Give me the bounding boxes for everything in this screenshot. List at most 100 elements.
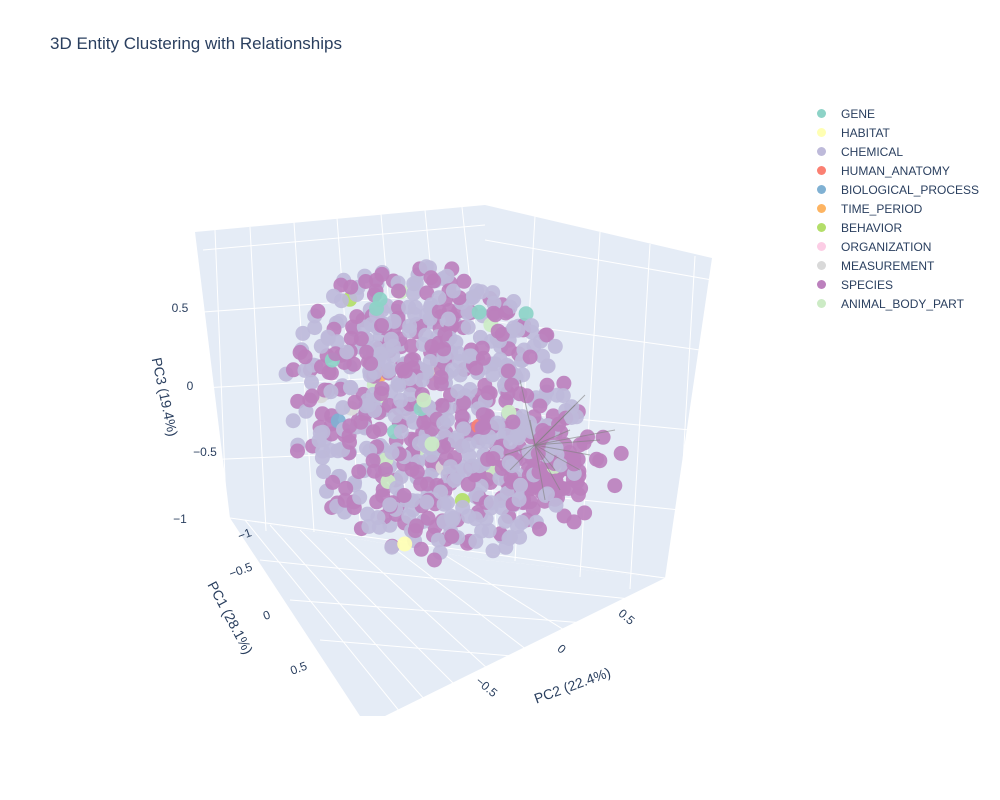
data-point-chemical[interactable] bbox=[361, 397, 377, 413]
data-point-species[interactable] bbox=[498, 393, 514, 409]
data-point-chemical[interactable] bbox=[499, 485, 515, 501]
data-point-chemical[interactable] bbox=[441, 311, 456, 327]
data-point-chemical[interactable] bbox=[335, 400, 351, 416]
data-point-chemical[interactable] bbox=[418, 327, 434, 343]
data-point-chemical[interactable] bbox=[443, 459, 458, 475]
data-point-species[interactable] bbox=[532, 521, 547, 537]
data-point-chemical[interactable] bbox=[457, 462, 473, 478]
legend-item[interactable]: ANIMAL_BODY_PART bbox=[812, 294, 979, 313]
data-point-species[interactable] bbox=[480, 385, 496, 401]
data-point-chemical[interactable] bbox=[362, 367, 378, 383]
legend-item[interactable]: HUMAN_ANATOMY bbox=[812, 161, 979, 180]
data-point-species[interactable] bbox=[539, 327, 555, 343]
data-point-chemical[interactable] bbox=[445, 283, 461, 299]
data-point-animal-body-part[interactable] bbox=[424, 436, 440, 452]
data-point-chemical[interactable] bbox=[343, 380, 359, 396]
data-point-gene[interactable] bbox=[518, 306, 534, 322]
data-point-species[interactable] bbox=[420, 510, 436, 526]
data-point-species[interactable] bbox=[374, 318, 389, 334]
data-point-species[interactable] bbox=[522, 349, 538, 365]
data-point-chemical[interactable] bbox=[468, 511, 484, 527]
data-point-chemical[interactable] bbox=[481, 523, 497, 539]
data-point-species[interactable] bbox=[454, 409, 470, 425]
legend-item[interactable]: BIOLOGICAL_PROCESS bbox=[812, 180, 979, 199]
data-point-chemical[interactable] bbox=[431, 290, 447, 306]
data-point-species[interactable] bbox=[409, 518, 424, 534]
data-point-chemical[interactable] bbox=[564, 399, 580, 415]
legend-item[interactable]: CHEMICAL bbox=[812, 142, 979, 161]
legend-item[interactable]: BEHAVIOR bbox=[812, 218, 979, 237]
data-point-chemical[interactable] bbox=[419, 494, 435, 510]
data-point-chemical[interactable] bbox=[380, 363, 396, 379]
data-point-species[interactable] bbox=[363, 356, 379, 371]
data-point-species[interactable] bbox=[304, 388, 320, 404]
data-point-chemical[interactable] bbox=[462, 382, 478, 397]
data-point-chemical[interactable] bbox=[386, 313, 402, 329]
data-point-chemical[interactable] bbox=[385, 338, 401, 354]
data-point-habitat[interactable] bbox=[397, 536, 413, 552]
data-point-chemical[interactable] bbox=[547, 338, 563, 354]
data-point-chemical[interactable] bbox=[314, 450, 330, 466]
data-point-chemical[interactable] bbox=[511, 492, 527, 508]
data-point-species[interactable] bbox=[475, 350, 491, 366]
legend-item[interactable]: TIME_PERIOD bbox=[812, 199, 979, 218]
data-point-chemical[interactable] bbox=[312, 425, 328, 441]
data-point-chemical[interactable] bbox=[304, 374, 319, 390]
data-point-species[interactable] bbox=[426, 273, 442, 289]
data-point-chemical[interactable] bbox=[524, 318, 539, 334]
data-point-species[interactable] bbox=[351, 464, 367, 480]
data-point-species[interactable] bbox=[566, 456, 582, 472]
data-point-species[interactable] bbox=[374, 266, 390, 282]
data-point-species[interactable] bbox=[373, 386, 389, 402]
data-point-species[interactable] bbox=[505, 414, 521, 430]
data-point-chemical[interactable] bbox=[504, 458, 520, 474]
data-point-chemical[interactable] bbox=[382, 497, 398, 513]
legend-item[interactable]: SPECIES bbox=[812, 275, 979, 294]
data-point-chemical[interactable] bbox=[370, 510, 386, 526]
data-point-chemical[interactable] bbox=[393, 424, 409, 440]
data-point-species[interactable] bbox=[548, 473, 564, 489]
data-point-chemical[interactable] bbox=[461, 348, 477, 364]
data-point-species[interactable] bbox=[391, 283, 406, 299]
data-point-species[interactable] bbox=[314, 359, 329, 375]
legend-item[interactable]: MEASUREMENT bbox=[812, 256, 979, 275]
data-point-species[interactable] bbox=[504, 377, 520, 393]
data-point-species[interactable] bbox=[436, 341, 452, 357]
data-point-chemical[interactable] bbox=[384, 539, 400, 555]
data-point-chemical[interactable] bbox=[440, 412, 455, 428]
data-point-chemical[interactable] bbox=[316, 464, 331, 480]
data-point-chemical[interactable] bbox=[506, 294, 522, 309]
data-point-chemical[interactable] bbox=[540, 358, 556, 374]
data-point-species[interactable] bbox=[570, 487, 586, 503]
data-point-species[interactable] bbox=[436, 439, 451, 455]
data-point-species[interactable] bbox=[395, 361, 410, 377]
data-point-chemical[interactable] bbox=[373, 346, 389, 362]
data-point-species[interactable] bbox=[551, 416, 567, 432]
data-point-species[interactable] bbox=[342, 418, 358, 434]
data-point-chemical[interactable] bbox=[297, 362, 313, 378]
data-point-chemical[interactable] bbox=[502, 529, 518, 545]
data-point-chemical[interactable] bbox=[323, 384, 339, 400]
data-point-chemical[interactable] bbox=[333, 293, 349, 309]
data-point-species[interactable] bbox=[297, 349, 313, 365]
data-point-species[interactable] bbox=[475, 407, 491, 423]
data-point-species[interactable] bbox=[456, 395, 472, 411]
data-point-chemical[interactable] bbox=[468, 533, 484, 549]
data-point-chemical[interactable] bbox=[430, 532, 446, 548]
data-point-species[interactable] bbox=[378, 462, 393, 477]
data-point-chemical[interactable] bbox=[460, 319, 476, 335]
data-point-species[interactable] bbox=[359, 344, 375, 360]
data-point-species[interactable] bbox=[328, 346, 344, 362]
data-point-species[interactable] bbox=[424, 339, 440, 354]
data-point-chemical[interactable] bbox=[548, 497, 564, 513]
data-point-chemical[interactable] bbox=[515, 367, 531, 383]
data-point-chemical[interactable] bbox=[443, 508, 459, 524]
data-point-species[interactable] bbox=[343, 279, 359, 295]
data-point-species[interactable] bbox=[314, 406, 330, 422]
data-point-chemical[interactable] bbox=[439, 268, 455, 284]
data-point-species[interactable] bbox=[396, 488, 412, 503]
data-point-species[interactable] bbox=[310, 303, 326, 319]
data-point-chemical[interactable] bbox=[285, 413, 301, 429]
data-point-species[interactable] bbox=[325, 474, 341, 490]
